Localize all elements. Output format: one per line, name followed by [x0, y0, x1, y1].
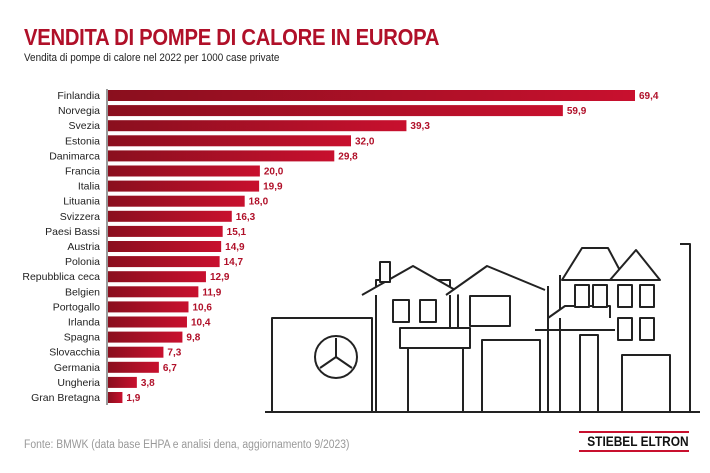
value-label: 3,8: [141, 378, 155, 389]
category-label: Lituania: [63, 196, 100, 208]
bar-austria: [108, 241, 222, 252]
value-label: 1,9: [126, 393, 140, 404]
bar-finlandia: [108, 90, 635, 101]
bar-francia: [108, 165, 260, 177]
chart-title: VENDITA DI POMPE DI CALORE IN EUROPA: [24, 24, 440, 50]
value-label: 12,9: [210, 272, 230, 283]
value-label: 39,3: [410, 121, 430, 132]
category-label: Spagna: [64, 332, 100, 344]
category-label: Finlandia: [57, 90, 100, 102]
category-label: Estonia: [65, 135, 100, 147]
value-label: 10,6: [192, 302, 212, 313]
bar-repubblica-ceca: [108, 271, 206, 283]
value-label: 10,4: [191, 318, 211, 329]
category-label: Svizzera: [60, 211, 100, 223]
category-label: Paesi Bassi: [45, 226, 100, 238]
bar-norvegia: [108, 105, 563, 117]
bar-gran-bretagna: [108, 392, 123, 403]
source-note: Fonte: BMWK (data base EHPA e analisi de…: [24, 439, 350, 451]
bar-spagna: [108, 331, 183, 343]
value-label: 6,7: [163, 363, 177, 374]
houses-illustration: [265, 243, 700, 413]
category-label: Gran Bretagna: [31, 392, 100, 404]
value-label: 15,1: [227, 227, 247, 238]
category-label: Austria: [67, 241, 100, 253]
category-label: Norvegia: [58, 105, 100, 117]
category-label: Francia: [65, 166, 100, 178]
bar-belgien: [108, 286, 199, 298]
bar-portogallo: [108, 301, 189, 313]
value-label: 11,9: [202, 287, 221, 298]
value-label: 32,0: [355, 136, 375, 147]
bar-svizzera: [108, 210, 232, 222]
bar-lituania: [108, 195, 245, 207]
value-label: 19,9: [263, 182, 283, 193]
value-label: 20,0: [264, 167, 284, 178]
bar-paesi-bassi: [108, 225, 223, 237]
bar-ungheria: [108, 376, 137, 388]
bar-danimarca: [108, 150, 335, 162]
chart-subtitle: Vendita di pompe di calore nel 2022 per …: [24, 52, 280, 64]
category-label: Germania: [54, 362, 100, 374]
category-label: Irlanda: [68, 317, 100, 329]
category-label: Portogallo: [53, 301, 100, 313]
bar-svezia: [108, 120, 407, 132]
value-label: 14,7: [224, 257, 244, 268]
category-label: Slovacchia: [49, 347, 100, 359]
category-label: Danimarca: [49, 150, 100, 162]
value-label: 14,9: [225, 242, 245, 253]
stiebel-eltron-logo: STIEBEL ELTRON: [579, 431, 689, 452]
category-label: Repubblica ceca: [22, 271, 100, 283]
category-label: Italia: [78, 181, 100, 193]
bar-polonia: [108, 256, 220, 268]
value-label: 69,4: [639, 91, 659, 102]
category-label: Ungheria: [57, 377, 100, 389]
value-label: 9,8: [186, 333, 200, 344]
value-label: 7,3: [167, 348, 181, 359]
bar-italia: [108, 180, 260, 192]
bar-germania: [108, 361, 159, 373]
category-label: Svezia: [68, 120, 100, 132]
value-label: 59,9: [567, 106, 587, 117]
category-label: Belgien: [65, 286, 100, 298]
category-label: Polonia: [65, 256, 100, 268]
value-label: 16,3: [236, 212, 256, 223]
bar-irlanda: [108, 316, 187, 328]
value-label: 18,0: [249, 197, 269, 208]
bar-slovacchia: [108, 346, 164, 358]
bar-estonia: [108, 135, 351, 147]
value-label: 29,8: [338, 151, 358, 162]
